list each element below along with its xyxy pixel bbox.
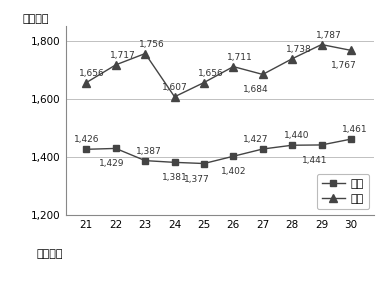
Text: 1,717: 1,717: [110, 51, 136, 60]
Text: 1,767: 1,767: [331, 61, 357, 70]
Text: 1,756: 1,756: [139, 39, 165, 49]
Text: （億円）: （億円）: [22, 14, 49, 24]
家屋: [202, 81, 206, 84]
家屋: [172, 95, 177, 99]
Text: 1,656: 1,656: [198, 69, 224, 78]
Legend: 土地, 家屋: 土地, 家屋: [317, 174, 369, 209]
Text: 1,440: 1,440: [283, 131, 309, 140]
Text: 1,711: 1,711: [227, 53, 253, 62]
土地: [260, 147, 265, 151]
家屋: [348, 49, 353, 52]
Line: 家屋: 家屋: [82, 40, 355, 101]
土地: [202, 162, 206, 165]
Text: 1,387: 1,387: [136, 147, 162, 156]
土地: [84, 148, 89, 151]
家屋: [231, 65, 236, 68]
Text: 1,377: 1,377: [184, 175, 210, 183]
家屋: [290, 57, 294, 60]
Text: 1,684: 1,684: [243, 85, 269, 95]
土地: [348, 137, 353, 141]
土地: [172, 161, 177, 164]
家屋: [319, 43, 324, 46]
Text: 1,402: 1,402: [221, 167, 246, 176]
土地: [290, 143, 294, 147]
土地: [319, 143, 324, 147]
Text: 1,607: 1,607: [162, 83, 187, 92]
家屋: [84, 81, 89, 84]
Text: 1,381: 1,381: [162, 174, 187, 182]
Text: 1,426: 1,426: [74, 135, 99, 144]
Text: 1,461: 1,461: [342, 125, 368, 134]
家屋: [143, 52, 147, 55]
家屋: [260, 73, 265, 76]
Text: 1,441: 1,441: [302, 156, 327, 165]
土地: [231, 154, 236, 158]
Text: 1,429: 1,429: [99, 160, 124, 168]
土地: [114, 147, 118, 150]
Line: 土地: 土地: [83, 136, 354, 167]
Text: 1,787: 1,787: [316, 31, 341, 39]
家屋: [114, 63, 118, 66]
土地: [143, 159, 147, 162]
Text: 1,656: 1,656: [79, 69, 105, 78]
Text: （年度）: （年度）: [36, 249, 63, 259]
Text: 1,738: 1,738: [286, 45, 312, 54]
Text: 1,427: 1,427: [243, 135, 269, 144]
